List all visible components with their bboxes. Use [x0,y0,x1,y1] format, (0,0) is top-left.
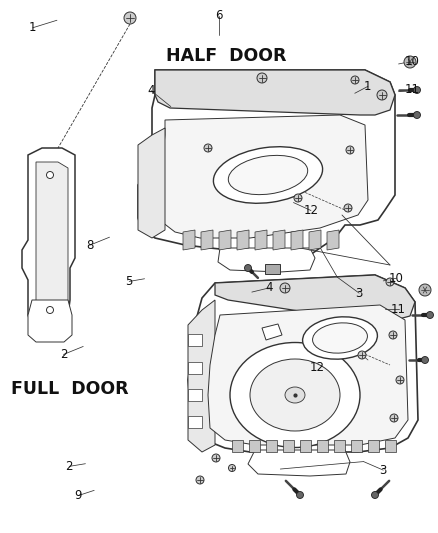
Circle shape [212,454,220,462]
Polygon shape [218,248,315,272]
Polygon shape [248,450,350,476]
Circle shape [427,311,434,319]
Polygon shape [317,440,328,452]
Polygon shape [36,162,68,320]
Polygon shape [28,300,72,342]
Polygon shape [188,362,202,374]
Circle shape [297,491,304,498]
Ellipse shape [230,343,360,448]
Polygon shape [309,230,321,250]
Text: 12: 12 [304,204,318,217]
Circle shape [377,90,387,100]
Polygon shape [208,305,408,445]
Polygon shape [183,230,195,250]
Circle shape [413,86,420,93]
Polygon shape [262,324,282,340]
Circle shape [46,172,53,179]
Polygon shape [327,230,339,250]
Polygon shape [237,230,249,250]
Text: 9: 9 [74,489,82,502]
Polygon shape [138,128,165,238]
Ellipse shape [228,156,308,195]
Circle shape [421,357,428,364]
Circle shape [413,111,420,118]
Circle shape [358,351,366,359]
Ellipse shape [250,359,340,431]
Ellipse shape [285,387,305,403]
Text: 12: 12 [310,361,325,374]
Polygon shape [188,300,215,452]
Polygon shape [155,70,395,115]
Polygon shape [273,230,285,250]
Circle shape [404,56,416,68]
Text: 10: 10 [389,272,404,285]
Circle shape [280,283,290,293]
Polygon shape [368,440,379,452]
Polygon shape [232,440,243,452]
Text: 11: 11 [404,83,419,96]
Circle shape [294,194,302,202]
Polygon shape [22,148,75,335]
Circle shape [196,476,204,484]
Polygon shape [283,440,294,452]
Polygon shape [188,334,202,346]
Text: FULL  DOOR: FULL DOOR [11,380,129,398]
Text: 10: 10 [404,55,419,68]
Text: HALF  DOOR: HALF DOOR [166,47,287,65]
Circle shape [390,414,398,422]
Circle shape [371,491,378,498]
Ellipse shape [213,147,323,203]
Text: 4: 4 [147,84,155,97]
Circle shape [204,144,212,152]
Polygon shape [215,275,415,322]
Text: 2: 2 [65,460,73,473]
Text: 6: 6 [215,10,223,22]
Circle shape [396,376,404,384]
Polygon shape [265,264,280,274]
Circle shape [244,264,251,271]
Circle shape [344,204,352,212]
Text: 4: 4 [265,281,273,294]
Polygon shape [219,230,231,250]
Circle shape [386,278,394,286]
Polygon shape [385,440,396,452]
Polygon shape [138,70,395,255]
Circle shape [389,331,397,339]
Text: 1: 1 [29,21,37,34]
Polygon shape [351,440,362,452]
Polygon shape [188,416,202,428]
Polygon shape [300,440,311,452]
Polygon shape [188,389,202,401]
Text: 11: 11 [391,303,406,316]
Ellipse shape [303,317,378,359]
Text: 3: 3 [356,287,363,300]
Text: 2: 2 [60,348,67,361]
Circle shape [346,146,354,154]
Polygon shape [291,230,303,250]
Text: 5: 5 [126,275,133,288]
Text: 1: 1 [364,80,372,93]
Polygon shape [255,230,267,250]
Circle shape [46,306,53,313]
Polygon shape [160,115,368,238]
Polygon shape [334,440,345,452]
Polygon shape [201,230,213,250]
Polygon shape [188,275,418,452]
Circle shape [257,73,267,83]
Circle shape [229,464,236,472]
Polygon shape [266,440,277,452]
Circle shape [351,76,359,84]
Circle shape [124,12,136,24]
Text: 3: 3 [380,464,387,477]
Circle shape [419,284,431,296]
Ellipse shape [313,323,367,353]
Polygon shape [249,440,260,452]
Text: 8: 8 [86,239,93,252]
